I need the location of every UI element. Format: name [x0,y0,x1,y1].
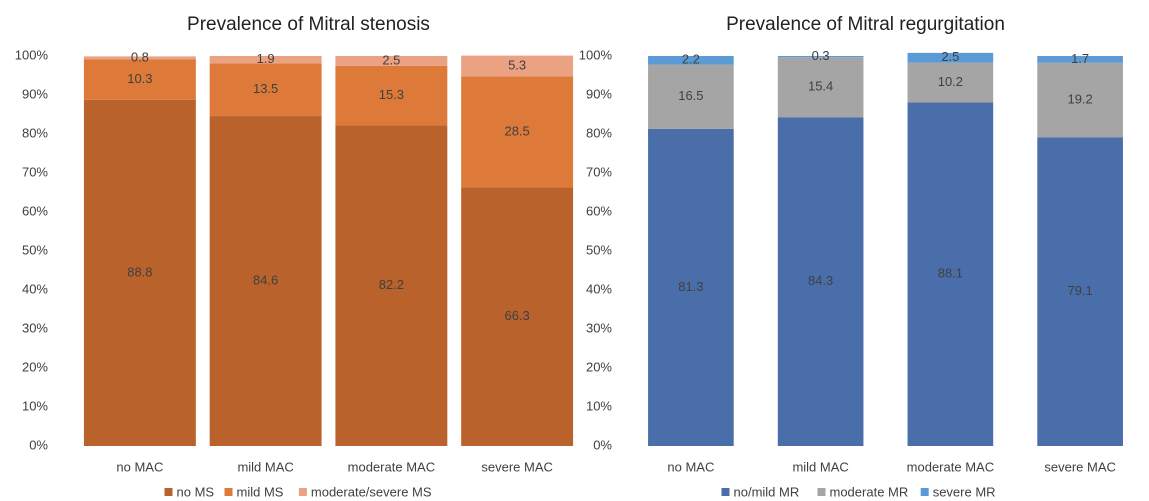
x-tick-label: moderate MAC [907,459,994,474]
legend-label: no MS [177,484,215,499]
data-label: 15.3 [379,87,404,102]
x-tick-label: no MAC [667,459,714,474]
bar-segment [83,99,196,447]
data-label: 5.3 [508,57,526,72]
bar-segment [461,76,574,188]
chart-title: Prevalence of Mitral regurgitation [726,14,1005,35]
data-label: 15.4 [808,79,833,94]
x-tick-label: severe MAC [481,459,553,474]
y-tick-label: 40% [22,281,48,296]
data-label: 2.5 [941,49,959,64]
data-label: 88.8 [127,264,152,279]
legend-swatch [817,488,826,496]
y-tick-label: 60% [586,203,612,218]
data-label: 84.3 [808,273,833,288]
legend-label: moderate/severe MS [311,484,432,499]
bar-segment [648,64,734,129]
bar-segment [209,116,322,446]
data-label: 0.3 [812,48,830,63]
y-tick-label: 0% [593,437,612,452]
bar-segment [907,62,994,103]
data-label: 1.7 [1071,51,1089,66]
y-tick-label: 90% [22,86,48,101]
bar-segment [461,55,574,77]
y-tick-label: 50% [586,242,612,257]
y-tick-label: 30% [22,320,48,335]
x-tick-label: severe MAC [1044,459,1116,474]
x-tick-label: no MAC [116,459,163,474]
y-tick-label: 0% [29,437,48,452]
bar-segment [777,57,864,118]
data-label: 81.3 [678,279,703,294]
x-tick-label: moderate MAC [348,459,435,474]
bar-segment [648,56,734,65]
legend-swatch [721,488,730,496]
legend-label: no/mild MR [734,484,800,499]
bar-segment [83,59,196,100]
legend-swatch [920,488,929,496]
y-tick-label: 100% [15,47,49,62]
y-tick-label: 60% [22,203,48,218]
x-tick-label: mild MAC [237,459,293,474]
data-label: 66.3 [504,308,529,323]
y-tick-label: 90% [586,86,612,101]
y-tick-label: 50% [22,242,48,257]
bar-segment [83,56,196,60]
y-tick-label: 10% [586,398,612,413]
y-tick-label: 80% [22,125,48,140]
data-label: 10.3 [127,71,152,86]
bar-segment [777,56,864,58]
bar-segment [1037,56,1123,63]
bar-segment [1037,62,1123,138]
bar-segment [209,63,322,117]
legend-swatch [164,488,173,496]
y-tick-label: 100% [579,47,613,62]
bar-segment [1037,137,1123,446]
data-label: 2.5 [382,52,400,67]
bar-segment [209,56,322,64]
legend-swatch [298,488,307,496]
y-tick-label: 70% [586,164,612,179]
legend-label: moderate MR [830,484,909,499]
data-label: 84.6 [253,272,278,287]
data-label: 1.9 [257,51,275,66]
y-tick-label: 80% [586,125,612,140]
data-label: 16.5 [678,88,703,103]
data-label: 0.8 [131,49,149,64]
data-label: 13.5 [253,81,278,96]
bar-segment [335,56,448,66]
data-label: 79.1 [1067,283,1092,298]
bar-segment [335,65,448,126]
data-label: 2.2 [682,52,700,67]
y-tick-label: 10% [22,398,48,413]
bar-segment [648,128,734,446]
bar-segment [777,117,864,446]
bar-segment [907,102,994,446]
data-label: 19.2 [1067,92,1092,107]
bar-segment [461,187,574,446]
y-tick-label: 40% [586,281,612,296]
legend-label: mild MS [237,484,284,499]
data-label: 88.1 [938,266,963,281]
bar-segment [335,125,448,447]
y-tick-label: 20% [586,359,612,374]
data-label: 28.5 [504,123,529,138]
y-tick-label: 20% [22,359,48,374]
chart-title: Prevalence of Mitral stenosis [187,14,430,35]
y-tick-label: 70% [22,164,48,179]
data-label: 10.2 [938,74,963,89]
legend-label: severe MR [933,484,996,499]
x-tick-label: mild MAC [792,459,848,474]
legend-swatch [224,488,233,496]
data-label: 82.2 [379,277,404,292]
y-tick-label: 30% [586,320,612,335]
bar-segment [907,52,994,63]
